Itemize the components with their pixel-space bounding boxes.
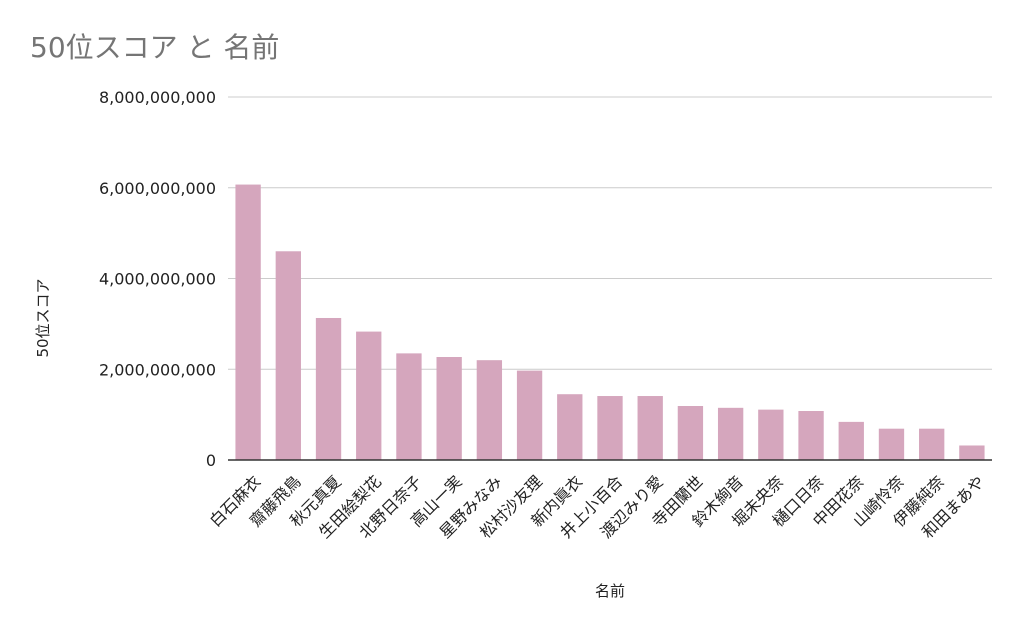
gridlines [228,96,992,370]
bar [919,428,945,460]
bar [838,421,864,460]
bar [717,407,744,460]
bar [356,331,382,460]
y-tick-label: 2,000,000,000 [99,360,216,379]
bar [959,445,985,460]
bar [516,370,543,460]
y-axis-tick-labels: 0 2,000,000,000 4,000,000,000 6,000,000,000… [99,88,216,470]
bar [677,406,704,460]
y-tick-label: 8,000,000,000 [99,88,216,107]
y-tick-label: 0 [206,451,216,470]
bar [235,184,261,460]
y-tick-label: 6,000,000,000 [99,179,216,198]
bar [798,411,824,460]
bar [637,396,663,460]
y-tick-label: 4,000,000,000 [99,270,216,289]
bar [436,357,462,460]
bar [758,409,784,460]
bar [275,251,301,460]
bar [476,360,503,460]
chart-title: 50位スコア と 名前 [30,31,279,64]
bar [396,353,422,460]
bar [878,428,905,460]
bars [235,184,985,460]
y-axis-title: 50位スコア [34,278,52,357]
bar [315,317,342,460]
x-axis-title: 名前 [595,582,625,600]
x-axis-category-labels: 白石麻衣齋藤飛鳥秋元真夏生田絵梨花北野日奈子高山一実星野みなみ松村沙友理新内眞衣… [206,472,988,542]
bar [597,396,623,460]
bar [557,394,583,460]
